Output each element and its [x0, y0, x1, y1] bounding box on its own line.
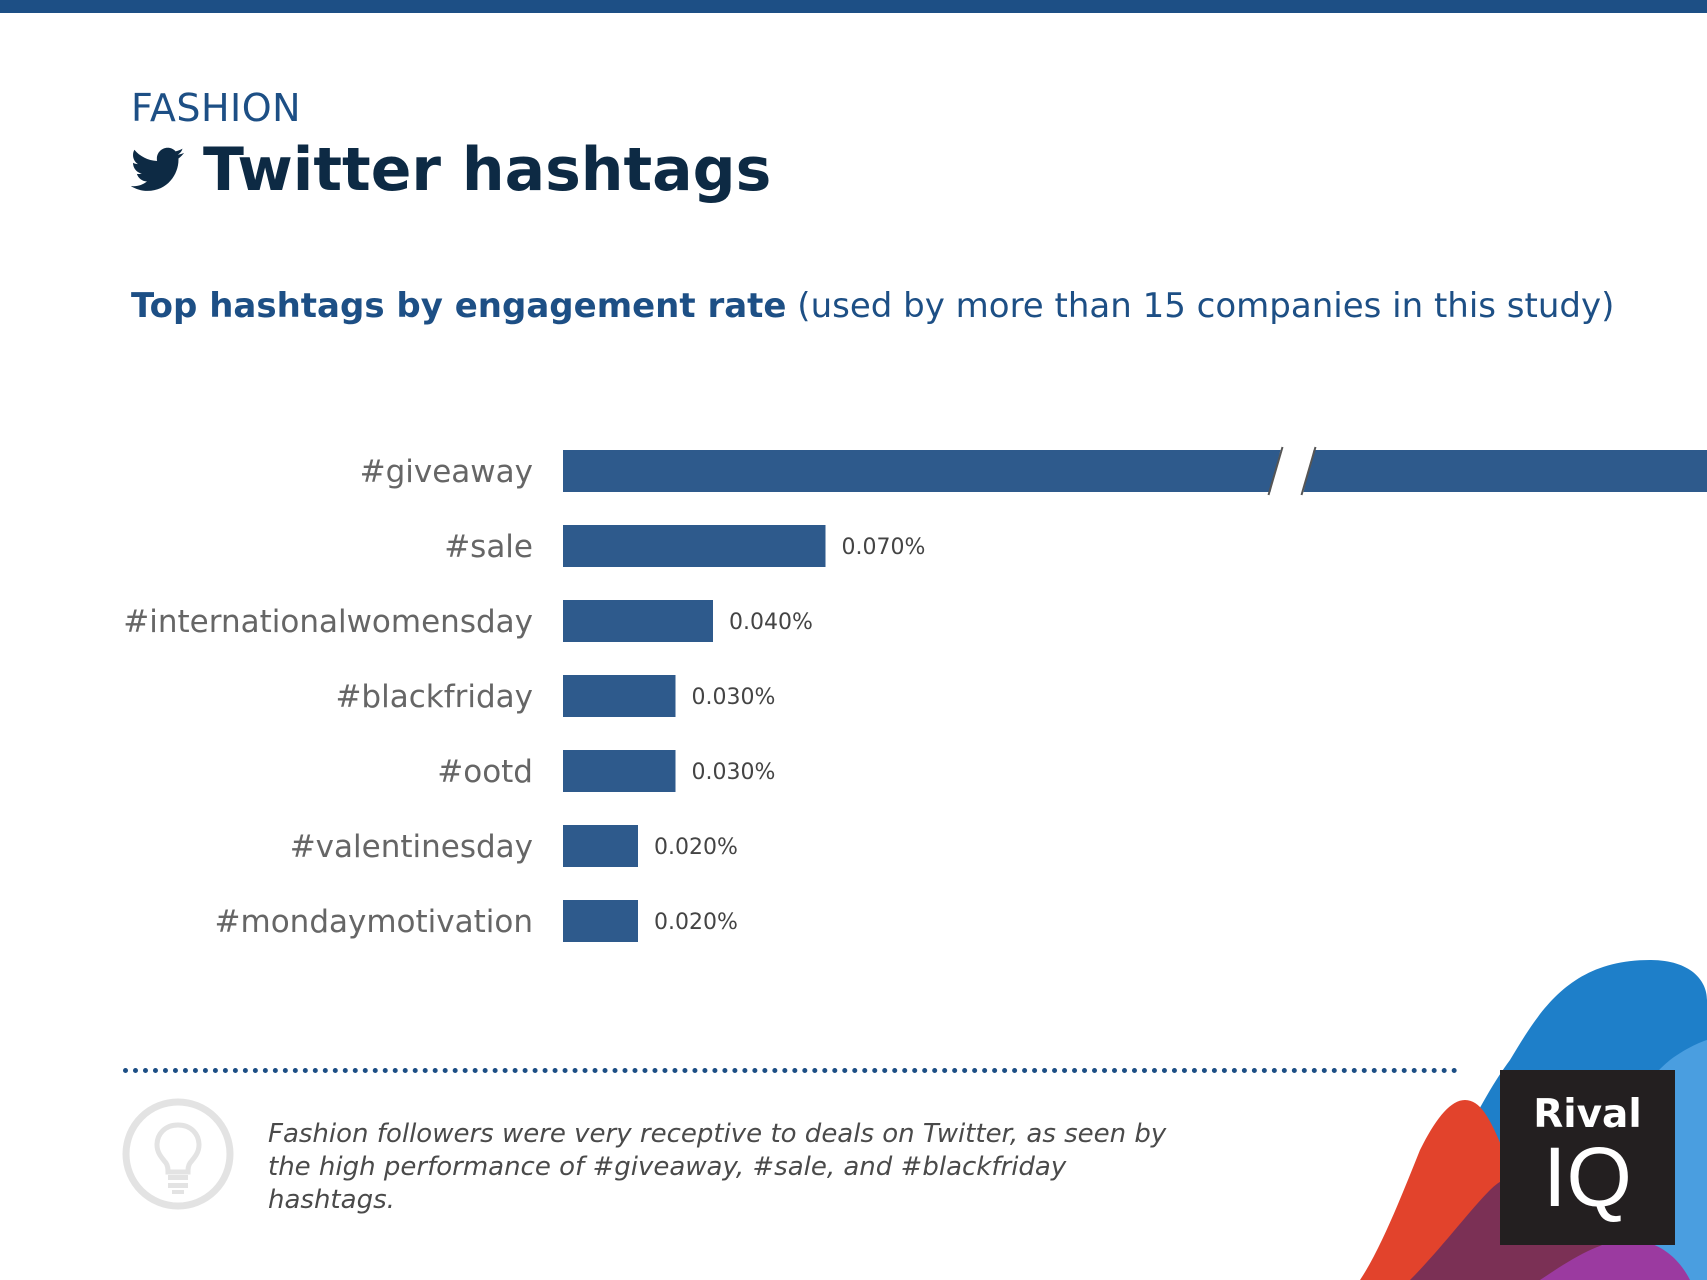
- category-label: FASHION: [131, 86, 302, 130]
- hashtag-bar-chart: #giveaway0.530%#sale0.070%#international…: [123, 446, 1707, 942]
- value-label: 0.070%: [842, 535, 926, 560]
- category-label: #mondaymotivation: [215, 904, 533, 940]
- subtitle-strong: Top hashtags by engagement rate: [131, 286, 787, 326]
- value-label: 0.020%: [654, 835, 738, 860]
- bar: [563, 600, 713, 642]
- page-title: Twitter hashtags: [203, 135, 772, 205]
- chart-subtitle: Top hashtags by engagement rate (used by…: [131, 286, 1614, 326]
- axis-break-mark: [1300, 446, 1317, 496]
- axis-break-mark: [1267, 446, 1284, 496]
- subtitle-rest: (used by more than 15 companies in this …: [786, 286, 1615, 326]
- rival-iq-logo: Rival IQ: [1500, 1070, 1675, 1245]
- bar: [563, 825, 638, 867]
- bar: [563, 900, 638, 942]
- twitter-bird-icon: [131, 147, 185, 191]
- category-label: #ootd: [437, 754, 533, 790]
- value-label: 0.020%: [654, 910, 738, 935]
- bar: [563, 675, 676, 717]
- value-label: 0.030%: [692, 685, 776, 710]
- bar: [1303, 450, 1707, 492]
- bar: [563, 450, 1281, 492]
- title-row: Twitter hashtags: [131, 135, 771, 205]
- logo-text-top: Rival: [1533, 1092, 1642, 1137]
- category-label: #blackfriday: [335, 679, 533, 715]
- dotted-divider: [123, 1068, 1458, 1073]
- insight-text: Fashion followers were very receptive to…: [268, 1119, 1167, 1215]
- logo-text-bottom: IQ: [1543, 1130, 1632, 1224]
- bar: [563, 525, 826, 567]
- category-label: #giveaway: [360, 454, 533, 490]
- category-label: #sale: [444, 529, 533, 565]
- lightbulb-icon: [122, 1098, 234, 1210]
- top-accent-bar: [0, 0, 1707, 13]
- bar: [563, 750, 676, 792]
- value-label: 0.040%: [729, 610, 813, 635]
- value-label: 0.030%: [692, 760, 776, 785]
- category-label: #internationalwomensday: [123, 604, 533, 640]
- category-label: #valentinesday: [290, 829, 533, 865]
